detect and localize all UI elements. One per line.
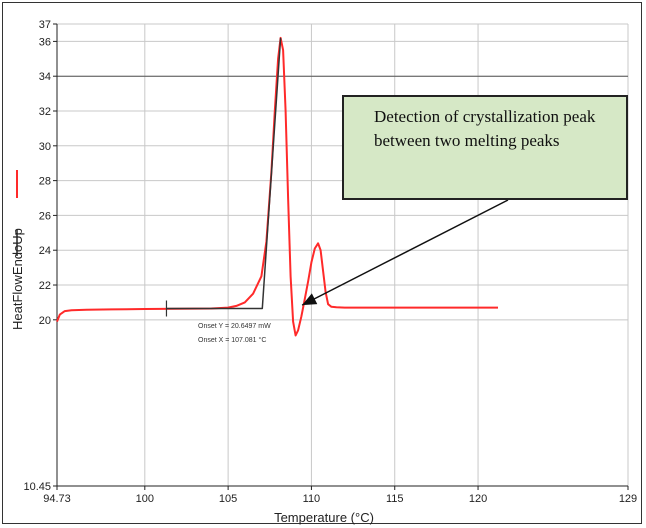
x-tick-label: 120 [469,493,487,505]
y-tick-label: 28 [39,176,51,188]
x-tick-labels: 94.73 100 105 110 115 120 129 [43,493,637,505]
callout-arrow [301,199,509,306]
y-tick-label: 22 [39,280,51,292]
y-tick-labels: 10.45 20 22 24 26 28 30 32 34 36 37 [23,19,51,493]
y-tick-label: 24 [39,245,51,257]
y-axis-title-group: HeatFlowEndoUp [10,170,25,330]
x-tick-label: 94.73 [43,493,71,505]
callout-box: Detection of crystallization peak betwee… [342,95,628,200]
x-tick-label: 129 [619,493,637,505]
y-tick-label: 20 [39,315,51,327]
x-axis-title: Temperature (°C) [274,510,374,525]
x-tick-label: 110 [303,493,321,505]
onset-y-label: Onset Y = 20.6497 mW [198,323,271,330]
tick-marks [53,23,629,490]
x-tick-label: 115 [386,493,404,505]
grid [57,23,629,486]
y-tick-label: 30 [39,141,51,153]
y-tick-label: 10.45 [23,481,51,493]
onset-x-label: Onset X = 107.081 °C [198,336,266,344]
y-tick-label: 36 [39,36,51,48]
arrow-head [302,293,318,306]
y-axis-title: HeatFlowEndoUp [10,228,25,330]
x-tick-label: 100 [136,493,154,505]
x-tick-label: 105 [219,493,237,505]
y-tick-label: 32 [39,106,51,118]
y-tick-label: 34 [39,71,51,83]
onset-tangent-line [166,37,282,310]
y-tick-label: 26 [39,210,51,222]
callout-text: Detection of crystallization peak betwee… [374,107,596,150]
series-lines [56,36,498,337]
arrow-shaft [301,199,509,306]
y-tick-label: 37 [39,19,51,31]
